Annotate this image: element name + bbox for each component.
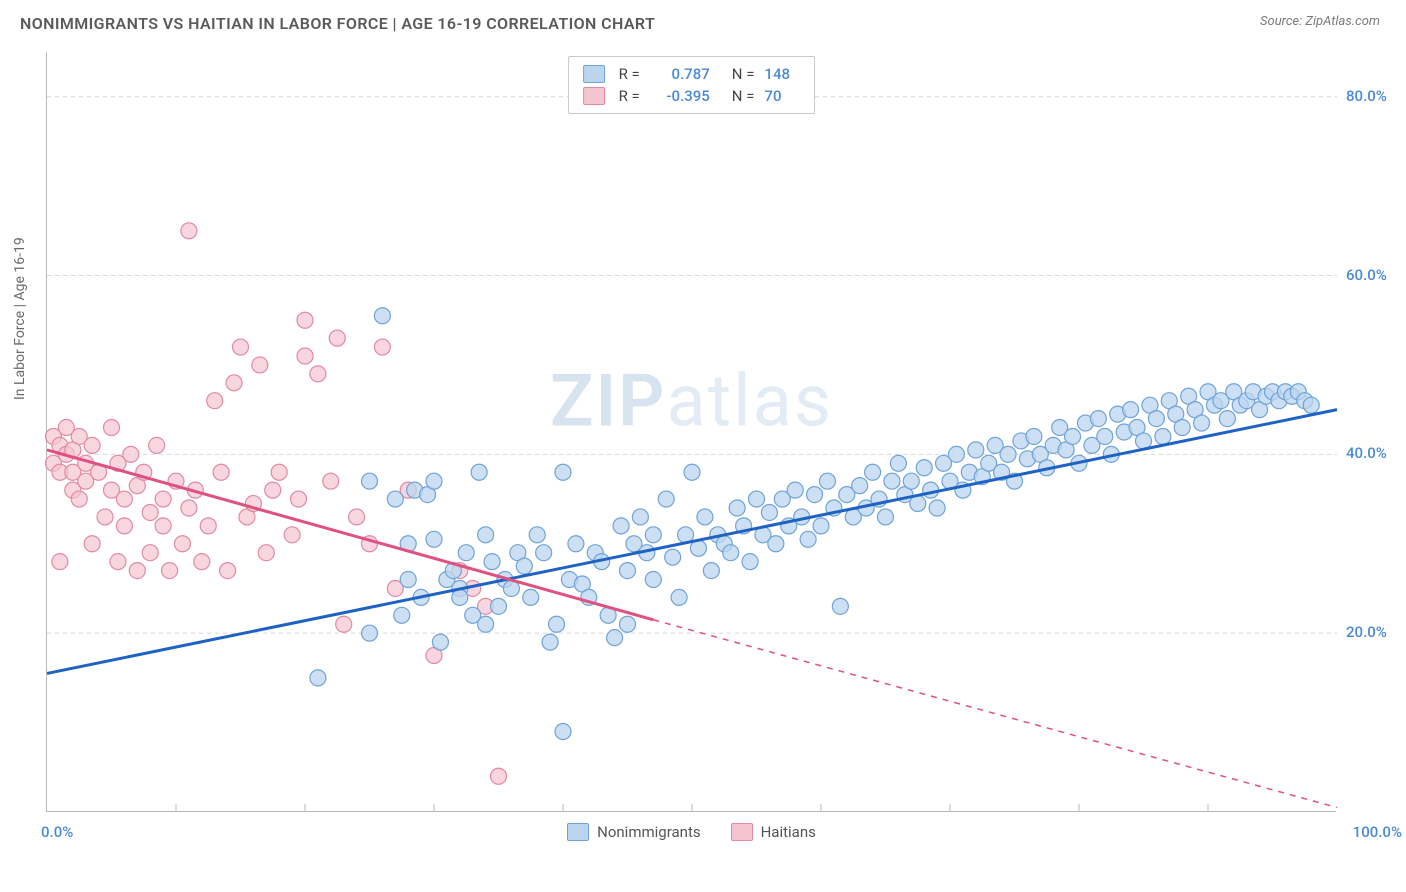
y-tick-label: 80.0% [1346,87,1406,105]
r-value-b: -0.395 [650,87,710,105]
y-tick-label: 20.0% [1346,623,1406,641]
legend-swatch [731,823,753,841]
plot-area: ZIPatlas R = 0.787 N = 148 R = -0.395 N … [46,52,1336,812]
legend-stats-row-a: R = 0.787 N = 148 [583,63,801,85]
chart-source: Source: ZipAtlas.com [1260,14,1380,29]
legend-swatch [567,823,589,841]
legend-item: Nonimmigrants [567,823,700,841]
chart-svg [47,52,1336,811]
legend-label: Nonimmigrants [597,823,700,841]
y-tick-label: 40.0% [1346,444,1406,462]
x-tick-label: 100.0% [1353,823,1402,841]
chart-title: NONIMMIGRANTS VS HAITIAN IN LABOR FORCE … [20,14,655,33]
legend-stats: R = 0.787 N = 148 R = -0.395 N = 70 [568,56,816,114]
n-value-b: 70 [764,87,800,105]
legend-stats-row-b: R = -0.395 N = 70 [583,85,801,107]
swatch-a [583,65,605,83]
y-axis-label: In Labor Force | Age 16-19 [12,237,28,400]
legend-label: Haitians [761,823,816,841]
legend-item: Haitians [731,823,816,841]
n-value-a: 148 [764,65,800,83]
x-tick-label: 0.0% [41,823,73,841]
swatch-b [583,87,605,105]
legend-bottom: Nonimmigrants Haitians [47,823,1336,841]
y-tick-label: 60.0% [1346,266,1406,284]
r-value-a: 0.787 [650,65,710,83]
